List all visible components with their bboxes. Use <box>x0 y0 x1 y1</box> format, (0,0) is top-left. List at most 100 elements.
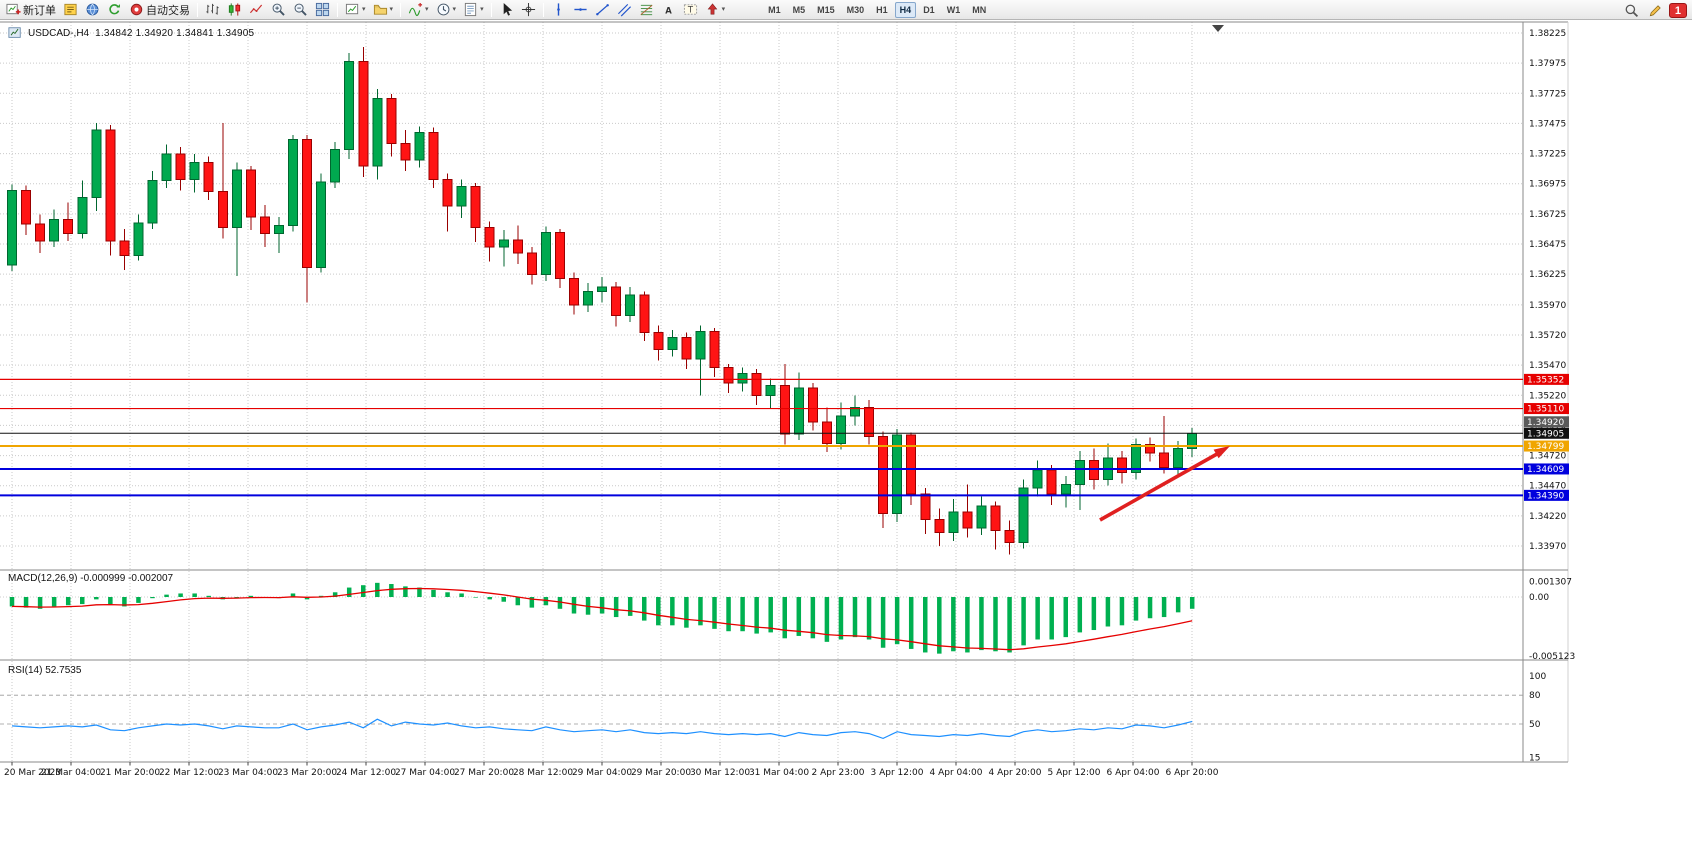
time-tick-label: 29 Mar 20:00 <box>631 768 691 778</box>
tline-icon <box>595 2 610 17</box>
time-tick-label: 21 Mar 04:00 <box>41 768 101 778</box>
toolbar-button-label: 新订单 <box>23 4 56 17</box>
price-tick-label: 1.37975 <box>1529 59 1566 69</box>
ask-price-badge: 1.34920 <box>1524 416 1569 428</box>
globe-icon <box>85 2 100 17</box>
trendline-button[interactable] <box>592 1 613 19</box>
svg-text:A: A <box>665 6 672 16</box>
search-button[interactable] <box>1621 1 1642 19</box>
new-order-button[interactable]: 新订单 <box>3 1 59 19</box>
templates-button[interactable]: ▾ <box>460 1 487 19</box>
macd-values: -0.000999 -0.002007 <box>80 573 174 584</box>
new-order-icon <box>6 2 21 17</box>
timeframe-button-mn[interactable]: MN <box>972 4 987 15</box>
timeframe-button-m30[interactable]: M30 <box>846 4 865 15</box>
cursor-button[interactable] <box>496 1 517 19</box>
time-tick-label: 6 Apr 04:00 <box>1107 768 1160 778</box>
trend-arrow[interactable] <box>1099 446 1230 522</box>
price-tick-label: 1.34470 <box>1529 482 1566 492</box>
vline-icon <box>551 2 566 17</box>
profiles-button[interactable]: ▾ <box>370 1 397 19</box>
line-chart-button[interactable] <box>246 1 267 19</box>
chevron-down-icon: ▾ <box>721 6 726 13</box>
timeframe-button-m15[interactable]: M15 <box>817 4 835 15</box>
metaeditor-button[interactable] <box>60 1 81 19</box>
price-tick-label: 1.35470 <box>1529 361 1566 371</box>
profiles-icon <box>373 2 388 17</box>
price-badge-1.35110: 1.35110 <box>1524 403 1569 415</box>
toolbar-right-group: 1 <box>1621 1 1687 19</box>
zoom-in-button[interactable] <box>268 1 289 19</box>
chart-title: USDCAD-,H4 1.34842 1.34920 1.34841 1.349… <box>8 26 254 40</box>
candlestick-chart-button[interactable] <box>224 1 245 19</box>
rsi-axis-label: 80 <box>1529 691 1541 701</box>
autotrading-button[interactable]: 自动交易 <box>126 1 193 19</box>
timeframe-button-h1[interactable]: H1 <box>876 4 888 15</box>
time-tick-label: 4 Apr 04:00 <box>930 768 983 778</box>
macd-name: MACD(12,26,9) <box>8 573 78 584</box>
price-tick-label: 1.38225 <box>1529 29 1566 39</box>
price-tick-label: 1.34720 <box>1529 452 1566 462</box>
toolbar-separator <box>490 2 492 17</box>
labelT-icon: T <box>683 2 698 17</box>
price-badge-1.34390: 1.34390 <box>1524 489 1569 501</box>
arrows-button[interactable]: ▾ <box>702 1 729 19</box>
chevron-down-icon: ▾ <box>480 6 484 13</box>
price-tick-label: 1.35720 <box>1529 331 1566 341</box>
time-tick-label: 4 Apr 20:00 <box>989 768 1042 778</box>
time-tick-label: 24 Mar 12:00 <box>336 768 396 778</box>
timeframe-button-d1[interactable]: D1 <box>923 4 935 15</box>
bar-chart-button[interactable] <box>202 1 223 19</box>
line-icon <box>249 2 264 17</box>
timeframe-button-m5[interactable]: M5 <box>792 4 806 15</box>
price-tick-label: 1.36225 <box>1529 270 1566 280</box>
text-label-button[interactable]: T <box>680 1 701 19</box>
price-scale[interactable]: 1.38225 1.37975 1.37725 1.37475 1.37225 1.369… <box>1524 29 1569 552</box>
chart-canvas[interactable]: 1.38225 1.37975 1.37725 1.37475 1.37225 1.369… <box>0 20 1692 845</box>
price-tick-label: 1.37725 <box>1529 89 1566 99</box>
timeframe-button-w1[interactable]: W1 <box>946 4 961 15</box>
text-button[interactable]: A <box>658 1 679 19</box>
vertical-line-button[interactable] <box>548 1 569 19</box>
fibonacci-button[interactable] <box>636 1 657 19</box>
fibo-icon <box>639 2 654 17</box>
indicators-button[interactable]: ▾ <box>405 1 432 19</box>
equidistant-channel-button[interactable] <box>614 1 635 19</box>
svg-text:1.34390: 1.34390 <box>1527 491 1564 501</box>
chart-region: 1.38225 1.37975 1.37725 1.37475 1.37225 1.369… <box>0 20 1692 845</box>
new-chart-icon <box>345 2 360 17</box>
horizontal-line-button[interactable] <box>570 1 591 19</box>
edit-button[interactable] <box>1645 1 1666 19</box>
price-tick-label: 1.37225 <box>1529 150 1566 160</box>
chevron-down-icon: ▾ <box>362 6 366 13</box>
zoom-out-button[interactable] <box>290 1 311 19</box>
bars-icon <box>205 2 220 17</box>
indicators-icon <box>408 2 423 17</box>
time-tick-label: 21 Mar 20:00 <box>100 768 160 778</box>
chart-symbol-period: USDCAD-,H4 <box>28 27 90 39</box>
tile-windows-button[interactable] <box>312 1 333 19</box>
toolbar-separator <box>197 2 198 17</box>
svg-text:1.35110: 1.35110 <box>1527 405 1564 415</box>
market-button[interactable] <box>82 1 103 19</box>
chart-shift-marker[interactable] <box>1212 25 1224 32</box>
main-toolbar: 新订单 自动交易 ▾ ▾ ▾ ▾ ▾ A T ▾ M1 M5 M15 M30 H1 H4 D1 W1 MN 1 <box>0 0 1692 20</box>
zoom-in-icon <box>271 2 286 17</box>
price-tick-label: 1.36975 <box>1529 180 1566 190</box>
chart-icon <box>8 26 22 40</box>
crosshair-icon <box>521 2 536 17</box>
new-chart-button[interactable]: ▾ <box>342 1 369 19</box>
timeframe-button-h4[interactable]: H4 <box>894 1 917 18</box>
toolbar-separator <box>337 2 338 17</box>
crosshair-button[interactable] <box>518 1 539 19</box>
periods-button[interactable]: ▾ <box>433 1 460 19</box>
time-tick-label: 23 Mar 20:00 <box>277 768 337 778</box>
channel-icon <box>617 2 632 17</box>
timeframe-button-m1[interactable]: M1 <box>768 4 781 15</box>
toolbar-separator <box>400 2 402 17</box>
notification-badge[interactable]: 1 <box>1668 2 1687 18</box>
search-icon <box>1624 3 1639 18</box>
price-badge-1.34609: 1.34609 <box>1524 463 1569 475</box>
refresh-button[interactable] <box>104 1 125 19</box>
